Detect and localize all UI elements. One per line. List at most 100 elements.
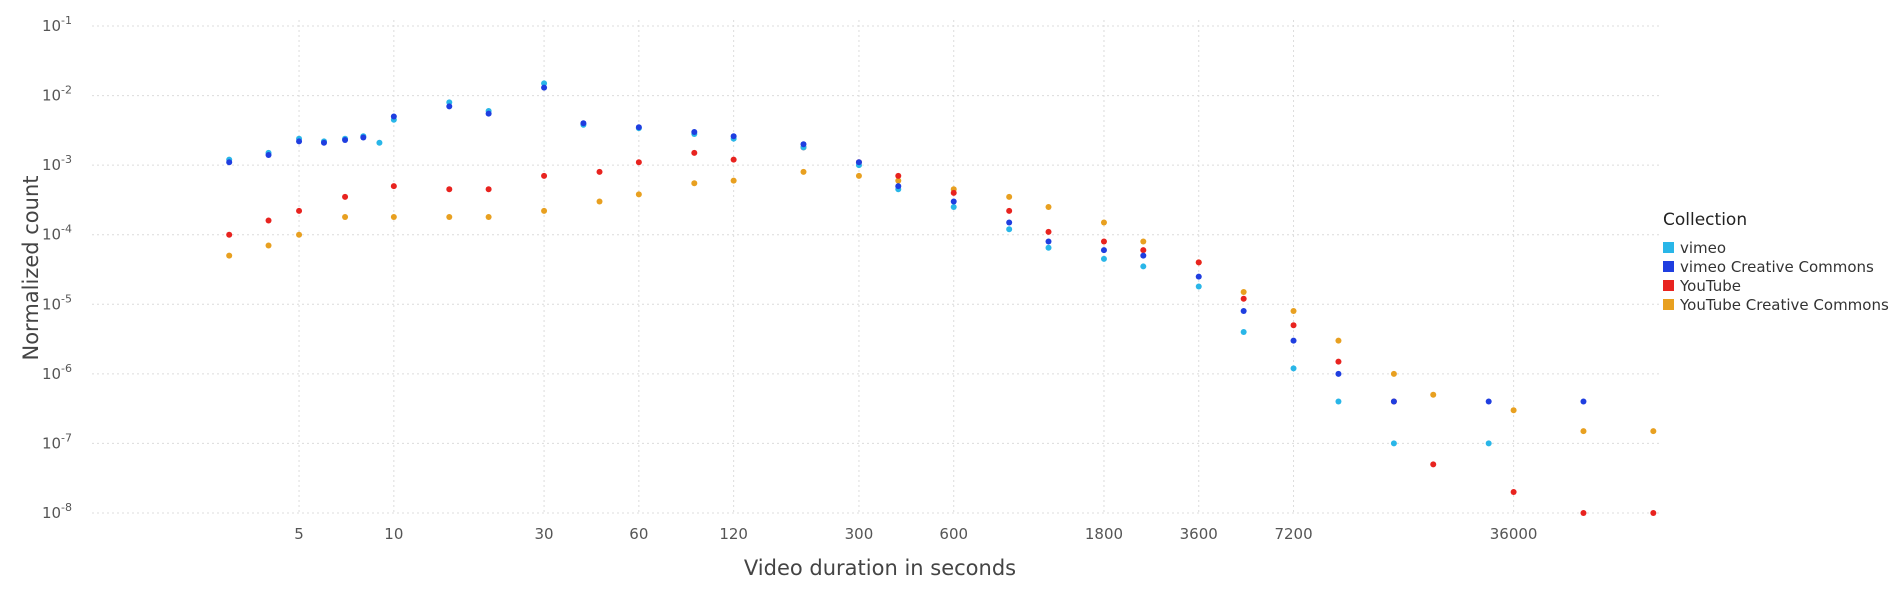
data-point xyxy=(541,207,548,214)
legend-swatch-vimeo-cc xyxy=(1663,261,1674,272)
y-tick-label: 10-5 xyxy=(42,292,72,313)
data-point xyxy=(342,136,349,143)
data-point xyxy=(226,252,233,259)
data-point xyxy=(691,149,698,156)
data-point xyxy=(1430,391,1437,398)
data-point xyxy=(730,177,737,184)
data-point xyxy=(1140,252,1147,259)
grid-layer xyxy=(92,20,1660,514)
x-axis-title: Video duration in seconds xyxy=(744,556,1016,580)
data-point xyxy=(296,138,303,145)
legend-swatch-youtube xyxy=(1663,280,1674,291)
data-point xyxy=(1006,207,1013,214)
y-tick-label: 10-4 xyxy=(42,223,72,244)
legend-item-youtube-cc[interactable]: YouTube Creative Commons xyxy=(1663,295,1889,314)
data-point xyxy=(1100,219,1107,226)
data-point xyxy=(1100,255,1107,262)
data-point xyxy=(265,242,272,249)
data-point xyxy=(691,180,698,187)
data-point xyxy=(1290,365,1297,372)
data-point xyxy=(360,134,367,141)
data-point xyxy=(635,124,642,131)
data-point xyxy=(635,159,642,166)
data-point xyxy=(855,159,862,166)
legend-label: vimeo Creative Commons xyxy=(1680,257,1874,276)
y-axis-title: Normalized count xyxy=(19,175,43,360)
data-point xyxy=(1430,461,1437,468)
data-point xyxy=(1390,440,1397,447)
series-youtube xyxy=(226,144,1657,516)
data-point xyxy=(1140,263,1147,270)
legend-title: Collection xyxy=(1663,210,1748,230)
data-point xyxy=(1580,398,1587,405)
x-tick-label: 3600 xyxy=(1180,525,1218,543)
data-point xyxy=(485,213,492,220)
data-point xyxy=(730,156,737,163)
data-point xyxy=(730,133,737,140)
data-point xyxy=(226,159,233,166)
data-point xyxy=(950,198,957,205)
data-point xyxy=(1650,510,1657,516)
x-tick-label: 30 xyxy=(535,525,554,543)
data-point xyxy=(1335,398,1342,405)
data-point xyxy=(1240,289,1247,296)
y-tick-label: 10-3 xyxy=(42,153,72,174)
data-point xyxy=(855,172,862,179)
data-point xyxy=(1485,398,1492,405)
series-youtube-creative-commons xyxy=(226,168,1657,435)
data-point xyxy=(541,84,548,91)
data-point xyxy=(541,172,548,179)
data-point xyxy=(1290,337,1297,344)
data-point xyxy=(1240,295,1247,302)
x-tick-label: 60 xyxy=(629,525,648,543)
data-point xyxy=(1335,370,1342,377)
data-point xyxy=(800,141,807,148)
data-point xyxy=(296,207,303,214)
data-point xyxy=(376,139,383,146)
data-point xyxy=(1335,358,1342,365)
legend-item-youtube[interactable]: YouTube xyxy=(1663,276,1889,295)
data-point xyxy=(1006,193,1013,200)
data-point xyxy=(635,191,642,198)
legend-label: YouTube xyxy=(1680,276,1741,295)
data-point xyxy=(390,213,397,220)
x-tick-label: 600 xyxy=(939,525,968,543)
legend-item-vimeo-cc[interactable]: vimeo Creative Commons xyxy=(1663,257,1889,276)
data-point xyxy=(390,183,397,190)
data-point xyxy=(1100,247,1107,254)
legend-item-vimeo[interactable]: vimeo xyxy=(1663,238,1889,257)
data-point xyxy=(541,80,548,87)
data-point xyxy=(1390,398,1397,405)
data-point xyxy=(485,186,492,193)
y-tick-label: 10-7 xyxy=(42,431,72,452)
data-point xyxy=(446,103,453,110)
y-tick-label: 10-8 xyxy=(42,501,72,522)
data-point xyxy=(1045,238,1052,245)
y-tick-label: 10-6 xyxy=(42,362,72,383)
data-point xyxy=(596,168,603,175)
data-point xyxy=(1006,226,1013,233)
data-point xyxy=(950,189,957,196)
data-point xyxy=(895,177,902,184)
data-point xyxy=(1510,407,1517,414)
data-point xyxy=(1510,489,1517,496)
x-tick-label: 5 xyxy=(294,525,304,543)
data-point xyxy=(596,198,603,205)
data-point xyxy=(265,217,272,224)
data-point xyxy=(1045,204,1052,211)
x-tick-label: 120 xyxy=(719,525,748,543)
data-point xyxy=(1195,259,1202,266)
data-point xyxy=(446,213,453,220)
data-point xyxy=(485,110,492,117)
x-tick-label: 10 xyxy=(384,525,403,543)
data-point xyxy=(895,183,902,190)
data-point xyxy=(1240,328,1247,335)
data-point xyxy=(1195,273,1202,280)
x-tick-label: 36000 xyxy=(1490,525,1538,543)
data-point xyxy=(950,204,957,211)
data-point xyxy=(1045,244,1052,251)
data-point xyxy=(1485,440,1492,447)
series-vimeo-creative-commons xyxy=(226,84,1587,405)
points-layer xyxy=(226,80,1657,516)
data-point xyxy=(1195,283,1202,290)
